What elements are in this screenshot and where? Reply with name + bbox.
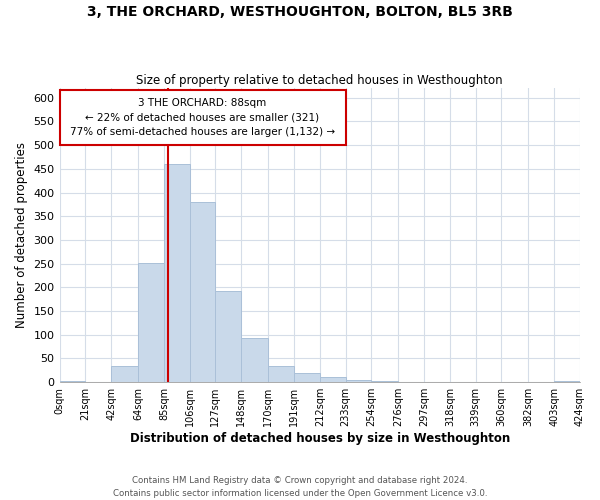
Text: Contains HM Land Registry data © Crown copyright and database right 2024.
Contai: Contains HM Land Registry data © Crown c… — [113, 476, 487, 498]
X-axis label: Distribution of detached houses by size in Westhoughton: Distribution of detached houses by size … — [130, 432, 510, 445]
Bar — [346, 380, 371, 382]
Bar — [320, 377, 346, 382]
Text: 3 THE ORCHARD: 88sqm
← 22% of detached houses are smaller (321)
77% of semi-deta: 3 THE ORCHARD: 88sqm ← 22% of detached h… — [70, 98, 335, 137]
Bar — [111, 366, 138, 382]
FancyBboxPatch shape — [59, 90, 346, 145]
Bar — [164, 164, 190, 382]
Bar — [294, 372, 320, 382]
Bar — [268, 366, 294, 382]
Y-axis label: Number of detached properties: Number of detached properties — [15, 142, 28, 328]
Title: Size of property relative to detached houses in Westhoughton: Size of property relative to detached ho… — [136, 74, 503, 87]
Bar — [215, 291, 241, 382]
Bar — [190, 202, 215, 382]
Text: 3, THE ORCHARD, WESTHOUGHTON, BOLTON, BL5 3RB: 3, THE ORCHARD, WESTHOUGHTON, BOLTON, BL… — [87, 5, 513, 19]
Bar — [138, 262, 164, 382]
Bar — [241, 338, 268, 382]
